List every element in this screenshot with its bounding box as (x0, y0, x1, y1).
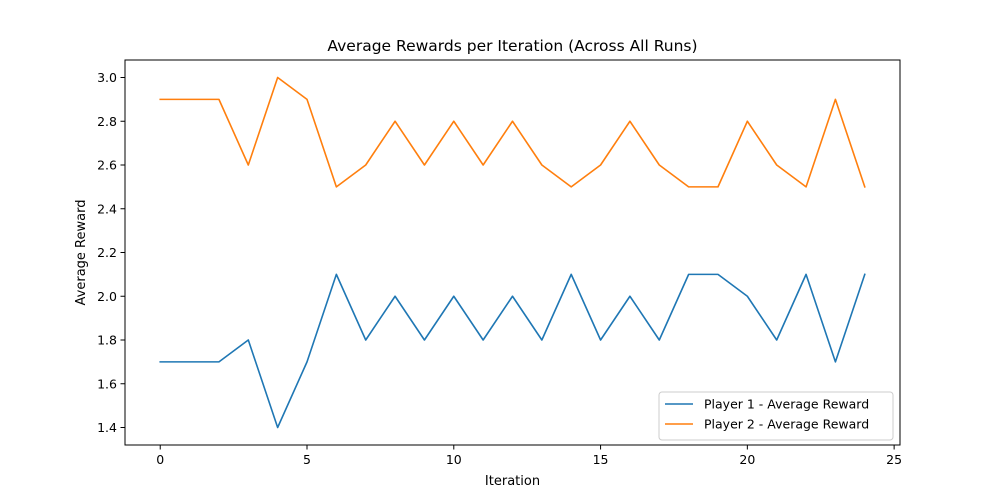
x-tick-label: 5 (303, 452, 311, 467)
series-line-player-1 (159, 273, 866, 429)
chart-title: Average Rewards per Iteration (Across Al… (327, 37, 697, 55)
x-tick-label: 15 (593, 452, 609, 467)
legend: Player 1 - Average Reward Player 2 - Aver… (658, 391, 894, 441)
series-line-player-2 (159, 76, 866, 188)
x-tick-label: 10 (446, 452, 462, 467)
y-tick-label: 1.4 (97, 420, 117, 435)
y-tick-label: 2.8 (97, 114, 117, 129)
y-axis-label: Average Reward (74, 200, 89, 306)
legend-entry: Player 1 - Average Reward (704, 397, 869, 412)
y-tick-label: 2.2 (97, 245, 117, 260)
x-axis: 0 5 10 15 20 25 (156, 445, 902, 467)
x-axis-label: Iteration (485, 474, 540, 489)
y-tick-label: 3.0 (97, 70, 117, 85)
y-tick-label: 1.6 (97, 376, 117, 391)
x-tick-label: 0 (156, 452, 164, 467)
x-tick-label: 20 (739, 452, 755, 467)
y-tick-label: 2.4 (97, 201, 117, 216)
y-axis: 1.4 1.6 1.8 2.0 2.2 2.4 2.6 2.8 3.0 (97, 70, 125, 435)
legend-box (658, 391, 894, 441)
y-tick-label: 1.8 (97, 333, 117, 348)
plot-lines (159, 76, 866, 429)
legend-entry: Player 2 - Average Reward (704, 417, 869, 432)
y-tick-label: 2.6 (97, 158, 117, 173)
y-tick-label: 2.0 (97, 289, 117, 304)
x-tick-label: 25 (886, 452, 902, 467)
